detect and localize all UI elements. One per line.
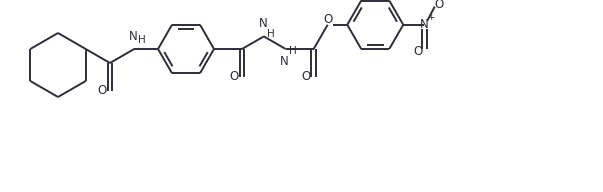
Text: N: N <box>280 55 289 68</box>
Text: O: O <box>434 0 443 11</box>
Text: H: H <box>138 35 146 45</box>
Text: O: O <box>301 70 311 84</box>
Text: O: O <box>414 45 423 58</box>
Text: N: N <box>259 17 267 30</box>
Text: H: H <box>289 46 297 56</box>
Text: O: O <box>97 84 107 98</box>
Text: O: O <box>229 70 239 84</box>
Text: H: H <box>267 29 274 39</box>
Text: +: + <box>428 13 435 22</box>
Text: N: N <box>420 18 429 31</box>
Text: N: N <box>129 30 137 43</box>
Text: -: - <box>444 0 447 5</box>
Text: O: O <box>323 13 332 26</box>
